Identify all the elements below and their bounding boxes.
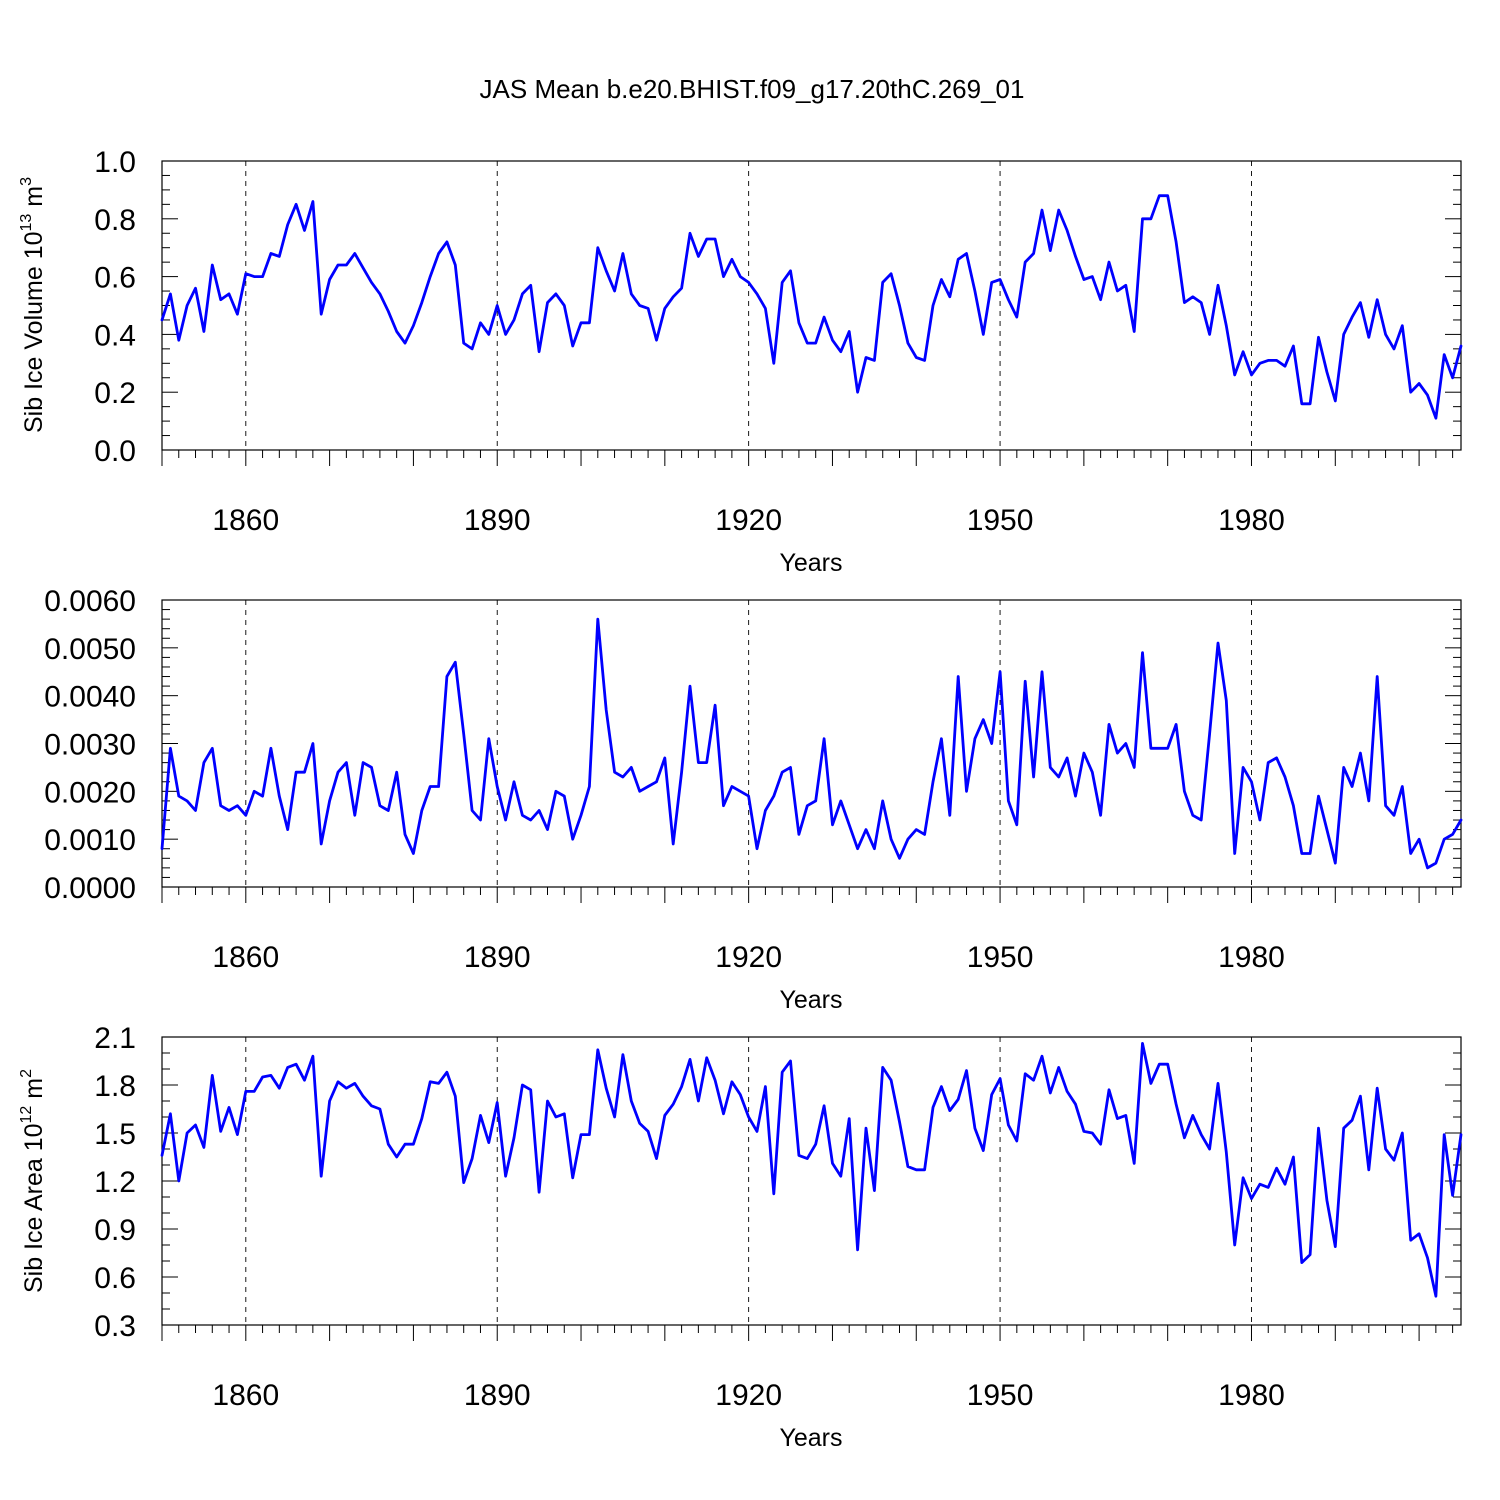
x-tick-label: 1890 bbox=[464, 941, 531, 974]
x-axis-label: Years bbox=[779, 549, 842, 577]
y-tick-label: 0.8 bbox=[94, 204, 136, 237]
x-tick-label: 1950 bbox=[967, 941, 1034, 974]
y-tick-label: 1.0 bbox=[94, 146, 136, 179]
y-tick-label: 1.8 bbox=[94, 1070, 136, 1103]
y-tick-label: 0.9 bbox=[94, 1214, 136, 1247]
x-tick-label: 1980 bbox=[1218, 941, 1285, 974]
y-tick-label: 0.0000 bbox=[44, 872, 136, 905]
panels: 1860 1890 1920 1950 1980 Years 0.0 0.2 0.4 0.6 0.8… bbox=[18, 146, 1463, 1452]
x-tick-label: 1980 bbox=[1218, 504, 1285, 537]
y-tick-label: 0.0060 bbox=[44, 585, 136, 618]
x-tick-label: 1920 bbox=[715, 1379, 782, 1412]
y-tick-label: 1.5 bbox=[94, 1118, 136, 1151]
y-tick-label: 0.0010 bbox=[44, 824, 136, 857]
x-axis-label: Years bbox=[779, 986, 842, 1014]
y-axis-label: Sib Ice Volume 1013 m3 bbox=[18, 177, 48, 433]
y-tick-label: 0.0040 bbox=[44, 681, 136, 714]
y-tick-label: 0.6 bbox=[94, 262, 136, 295]
chart-panel-1: 1860 1890 1920 1950 1980 Years 0.0 0.2 0.4 0.6 0.8… bbox=[18, 146, 1463, 577]
data-series-line bbox=[160, 194, 1463, 420]
y-tick-label: 0.4 bbox=[94, 319, 136, 352]
x-axis-label: Years bbox=[779, 1424, 842, 1452]
data-series-line bbox=[160, 617, 1463, 870]
y-tick-label: 0.2 bbox=[94, 377, 136, 410]
y-tick-label: 0.0020 bbox=[44, 776, 136, 809]
x-tick-label: 1980 bbox=[1218, 1379, 1285, 1412]
figure-title: JAS Mean b.e20.BHIST.f09_g17.20thC.269_0… bbox=[480, 74, 1025, 104]
data-series-line bbox=[160, 1042, 1463, 1298]
y-tick-label: 1.2 bbox=[94, 1166, 136, 1199]
y-tick-label: 0.0 bbox=[94, 435, 136, 468]
x-tick-label: 1920 bbox=[715, 941, 782, 974]
chart-panel-3: 1860 1890 1920 1950 1980 Years 0.3 0.6 0.9 1.2 1.5… bbox=[18, 1022, 1463, 1452]
x-tick-label: 1860 bbox=[212, 1379, 279, 1412]
x-tick-label: 1890 bbox=[464, 504, 531, 537]
x-tick-label: 1950 bbox=[967, 1379, 1034, 1412]
y-tick-label: 0.0050 bbox=[44, 633, 136, 666]
y-axis-label: Sib Ice Area 1012 m2 bbox=[18, 1069, 48, 1293]
x-tick-label: 1950 bbox=[967, 504, 1034, 537]
y-tick-label: 2.1 bbox=[94, 1022, 136, 1055]
x-tick-label: 1920 bbox=[715, 504, 782, 537]
x-tick-label: 1860 bbox=[212, 941, 279, 974]
x-tick-label: 1890 bbox=[464, 1379, 531, 1412]
y-tick-label: 0.6 bbox=[94, 1262, 136, 1295]
chart-panel-2: 1860 1890 1920 1950 1980 Years 0.0000 0.0010 0.0… bbox=[44, 585, 1463, 1014]
y-tick-label: 0.3 bbox=[94, 1310, 136, 1343]
y-tick-label: 0.0030 bbox=[44, 729, 136, 762]
x-tick-label: 1860 bbox=[212, 504, 279, 537]
